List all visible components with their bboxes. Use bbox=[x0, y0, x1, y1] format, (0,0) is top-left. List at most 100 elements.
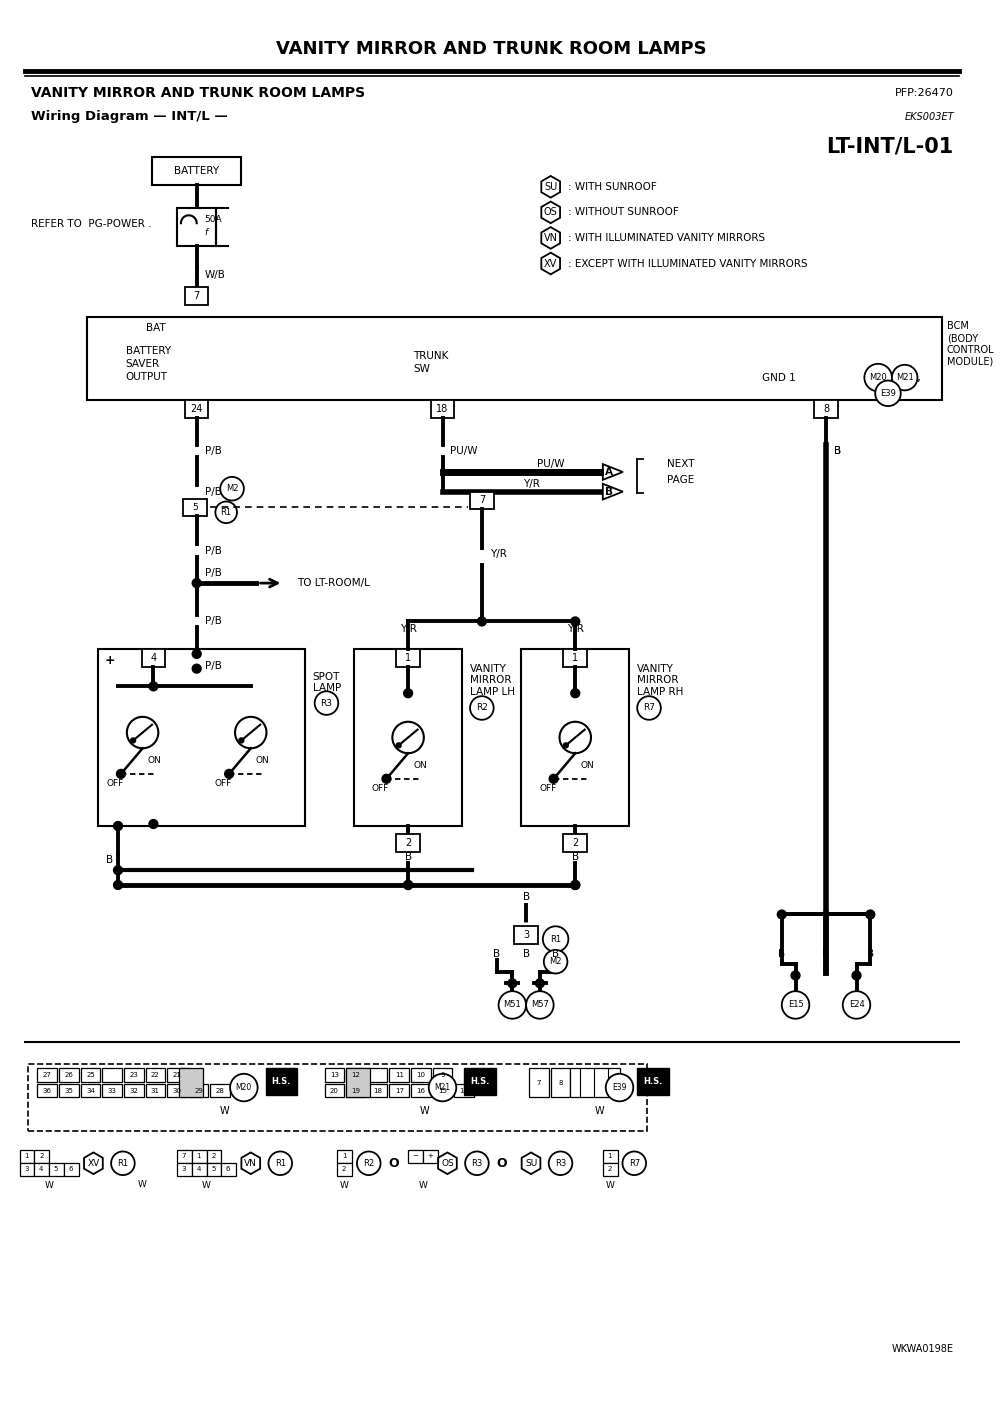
Bar bbox=[337, 1164, 352, 1176]
Bar bbox=[570, 1068, 620, 1097]
Text: SPOT: SPOT bbox=[313, 672, 340, 682]
Bar bbox=[389, 1068, 409, 1082]
Bar bbox=[563, 834, 587, 851]
Text: WKWA0198E: WKWA0198E bbox=[892, 1345, 954, 1355]
Text: Y/R: Y/R bbox=[567, 625, 584, 635]
Bar bbox=[408, 1151, 423, 1164]
Text: 2: 2 bbox=[342, 1167, 346, 1172]
Circle shape bbox=[357, 1151, 381, 1175]
Text: XV: XV bbox=[87, 1159, 100, 1168]
Text: 18: 18 bbox=[436, 404, 449, 414]
Text: LT-INT/L-01: LT-INT/L-01 bbox=[826, 137, 953, 157]
Text: M2: M2 bbox=[549, 957, 562, 966]
Text: E39: E39 bbox=[880, 389, 896, 397]
Text: M20: M20 bbox=[236, 1083, 252, 1092]
Text: CONTROL: CONTROL bbox=[947, 345, 995, 355]
Text: ON: ON bbox=[256, 755, 269, 765]
Bar bbox=[34, 1164, 49, 1176]
Bar bbox=[146, 1068, 165, 1082]
Text: −: − bbox=[412, 1154, 418, 1159]
Circle shape bbox=[465, 1151, 489, 1175]
Text: 31: 31 bbox=[151, 1087, 160, 1093]
Bar bbox=[433, 1083, 452, 1097]
Text: 2: 2 bbox=[405, 837, 411, 848]
Text: LAMP: LAMP bbox=[313, 683, 341, 693]
Circle shape bbox=[404, 881, 413, 889]
Text: : WITH ILLUMINATED VANITY MIRRORS: : WITH ILLUMINATED VANITY MIRRORS bbox=[568, 233, 766, 243]
Text: 3: 3 bbox=[24, 1167, 29, 1172]
Bar bbox=[464, 1068, 496, 1096]
Text: 28: 28 bbox=[216, 1087, 225, 1093]
Bar bbox=[529, 1068, 549, 1097]
Circle shape bbox=[499, 991, 526, 1018]
Bar bbox=[454, 1083, 474, 1097]
Text: 5: 5 bbox=[211, 1167, 216, 1172]
Text: TO LT-ROOM/L: TO LT-ROOM/L bbox=[297, 578, 370, 588]
Bar bbox=[124, 1083, 144, 1097]
Text: 2: 2 bbox=[572, 837, 578, 848]
Bar bbox=[411, 1083, 431, 1097]
Text: P/B: P/B bbox=[205, 447, 221, 457]
Circle shape bbox=[622, 1151, 646, 1175]
Text: R2: R2 bbox=[363, 1159, 374, 1168]
Text: 6: 6 bbox=[69, 1167, 73, 1172]
Bar bbox=[37, 1068, 57, 1082]
Bar bbox=[34, 1151, 49, 1164]
Text: PU/W: PU/W bbox=[450, 447, 478, 457]
Text: GND 1: GND 1 bbox=[762, 372, 796, 383]
Bar bbox=[396, 834, 420, 851]
Circle shape bbox=[192, 649, 201, 659]
Text: SW: SW bbox=[413, 363, 430, 373]
Text: 36: 36 bbox=[43, 1087, 52, 1093]
Circle shape bbox=[875, 380, 901, 406]
Bar bbox=[368, 1068, 387, 1082]
Text: B: B bbox=[523, 949, 530, 959]
Text: 9: 9 bbox=[440, 1072, 445, 1077]
Text: 35: 35 bbox=[64, 1087, 73, 1093]
Circle shape bbox=[230, 1073, 258, 1102]
Bar bbox=[179, 1068, 203, 1097]
Bar bbox=[346, 1083, 366, 1097]
Text: B: B bbox=[834, 447, 841, 457]
Text: 17: 17 bbox=[395, 1087, 404, 1093]
Circle shape bbox=[239, 738, 244, 742]
Text: R3: R3 bbox=[555, 1159, 566, 1168]
Text: W: W bbox=[418, 1182, 427, 1191]
Text: 12: 12 bbox=[352, 1072, 360, 1077]
Text: M21: M21 bbox=[896, 373, 914, 382]
Bar bbox=[81, 1068, 100, 1082]
Text: M2: M2 bbox=[226, 484, 238, 493]
Bar bbox=[346, 1068, 366, 1082]
Text: B: B bbox=[405, 853, 412, 863]
Text: B: B bbox=[106, 855, 113, 865]
Text: P/B: P/B bbox=[205, 617, 221, 626]
Text: ,: , bbox=[917, 370, 921, 385]
Bar bbox=[207, 1164, 221, 1176]
Bar bbox=[177, 1151, 192, 1164]
Bar bbox=[637, 1068, 669, 1096]
Bar bbox=[551, 1068, 570, 1097]
Text: H.S.: H.S. bbox=[470, 1077, 490, 1086]
Text: E24: E24 bbox=[849, 1001, 864, 1010]
Text: 15: 15 bbox=[438, 1087, 447, 1093]
Text: P/B: P/B bbox=[205, 486, 221, 496]
Bar bbox=[102, 1068, 122, 1082]
Bar bbox=[389, 1083, 409, 1097]
Text: 16: 16 bbox=[416, 1087, 425, 1093]
Text: MIRROR: MIRROR bbox=[637, 676, 679, 686]
Circle shape bbox=[549, 775, 558, 783]
Circle shape bbox=[549, 1151, 572, 1175]
Text: B: B bbox=[493, 949, 500, 959]
Circle shape bbox=[149, 820, 158, 829]
Text: +: + bbox=[427, 1154, 433, 1159]
Circle shape bbox=[782, 991, 809, 1018]
Circle shape bbox=[866, 911, 875, 919]
Text: E15: E15 bbox=[788, 1001, 803, 1010]
Text: 14: 14 bbox=[460, 1087, 469, 1093]
Circle shape bbox=[225, 769, 234, 778]
Circle shape bbox=[571, 617, 580, 626]
Text: R1: R1 bbox=[550, 935, 561, 943]
Circle shape bbox=[404, 689, 413, 697]
Bar bbox=[185, 400, 208, 419]
Circle shape bbox=[131, 738, 136, 742]
